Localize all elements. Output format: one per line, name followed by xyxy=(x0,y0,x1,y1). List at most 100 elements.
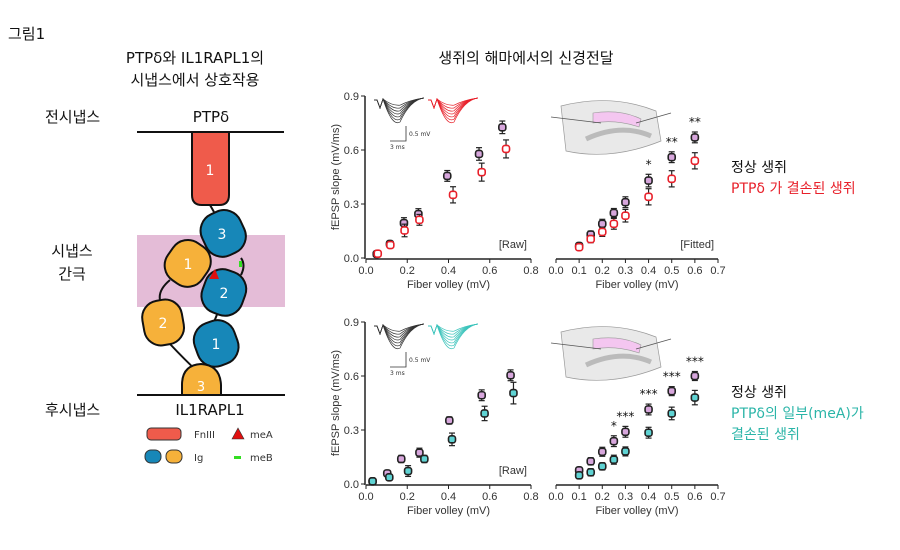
x-tick-label: 0.3 xyxy=(618,265,633,277)
x-tick-label: 0.3 xyxy=(618,491,633,503)
ca1-region xyxy=(592,337,642,354)
x-tick-label: 0.6 xyxy=(687,491,702,503)
x-axis-label: Fiber volley (mV) xyxy=(407,279,490,291)
data-point xyxy=(477,390,487,400)
data-point xyxy=(386,240,395,250)
data-point xyxy=(667,409,677,418)
x-tick-label: 0.2 xyxy=(595,265,610,277)
chart-tag: [Fitted] xyxy=(680,239,714,251)
dentate-gyrus xyxy=(584,127,652,142)
cleft-label-line1: 시냅스 xyxy=(51,242,93,260)
y-tick-label: 0.3 xyxy=(344,199,359,211)
data-point xyxy=(501,144,511,154)
data-point xyxy=(477,167,487,177)
ig-domain-blue-3: 3 xyxy=(199,209,247,258)
data-point xyxy=(385,473,394,482)
significance-stars: *** xyxy=(663,370,681,384)
postsynapse-label: 후시냅스 xyxy=(45,401,100,419)
scale-time-label: 3 ms xyxy=(390,144,405,151)
x-tick-label: 0.5 xyxy=(664,491,679,503)
x-tick-label: 0.4 xyxy=(641,491,656,503)
legend-meA-label: meA xyxy=(250,430,273,441)
svg-text:1: 1 xyxy=(184,257,193,273)
x-tick-label: 0.8 xyxy=(523,491,538,503)
x-tick-label: 0.1 xyxy=(571,265,586,277)
x-tick-label: 0.0 xyxy=(358,491,373,503)
data-point xyxy=(442,171,452,181)
legend-bottom-mut-line2: 결손된 생쥐 xyxy=(731,427,800,443)
x-tick-label: 0.7 xyxy=(710,265,725,277)
x-tick-label: 0.2 xyxy=(400,491,415,503)
data-point xyxy=(420,454,429,464)
scale-bar xyxy=(390,352,407,368)
svg-text:3: 3 xyxy=(197,380,205,395)
svg-text:3: 3 xyxy=(218,227,227,243)
data-point xyxy=(597,447,607,457)
presynapse-protein: PTPδ xyxy=(193,108,229,126)
data-point xyxy=(373,249,383,258)
data-point xyxy=(667,386,677,396)
y-tick-label: 0.6 xyxy=(344,145,359,157)
scale-voltage-label: 0.5 mV xyxy=(409,357,431,364)
stimulating-electrode xyxy=(550,116,602,124)
data-point xyxy=(448,190,458,200)
y-tick-label: 0.0 xyxy=(344,479,359,491)
data-point xyxy=(690,133,700,142)
recording-electrode xyxy=(635,112,672,124)
meA-triangle-icon xyxy=(209,269,219,279)
data-point xyxy=(480,409,489,418)
data-point xyxy=(644,176,653,185)
x-axis-label: Fiber volley (mV) xyxy=(595,505,678,517)
data-point xyxy=(447,435,457,444)
y-tick-label: 0.0 xyxy=(344,253,359,265)
data-point xyxy=(574,471,584,480)
fn3-domain-number: 1 xyxy=(206,163,215,179)
series-1 xyxy=(368,369,515,486)
chart-4: 0.0 0.1 0.2 0.3 0.4 0.5 0.6 0.7 Fiber volley (mV… xyxy=(548,326,726,517)
data-point xyxy=(609,219,619,229)
ig-domain-yellow-3: 3 xyxy=(181,362,222,396)
data-point xyxy=(586,234,596,244)
diagram-title-line2: 시냅스에서 상호작용 xyxy=(131,71,260,89)
x-tick-label: 0.4 xyxy=(441,491,456,503)
legend-bottom-wt: 정상 생쥐 xyxy=(731,385,787,401)
diagram-title-line1: PTPδ와 IL1RAPL1의 xyxy=(126,49,264,67)
y-tick-label: 0.9 xyxy=(344,317,359,329)
data-point xyxy=(690,156,700,166)
data-point xyxy=(399,218,409,228)
data-point xyxy=(586,457,596,466)
data-point xyxy=(667,152,677,162)
y-tick-label: 0.6 xyxy=(344,371,359,383)
series-2 xyxy=(574,389,700,480)
legend-ig-yellow-swatch xyxy=(165,449,183,464)
series-1 xyxy=(372,120,507,259)
mutant-trace xyxy=(428,97,479,124)
data-point xyxy=(396,454,406,464)
legend-fn3-swatch xyxy=(146,427,182,441)
x-tick-label: 0.2 xyxy=(400,265,415,277)
data-point xyxy=(609,455,619,465)
scale-voltage-label: 0.5 mV xyxy=(409,131,431,138)
y-tick-label: 0.9 xyxy=(344,91,359,103)
slice-outline xyxy=(560,100,662,155)
x-tick-label: 0.6 xyxy=(482,265,497,277)
x-tick-label: 0.7 xyxy=(710,491,725,503)
ca1-region xyxy=(592,111,642,128)
legend-ig-label: Ig xyxy=(194,453,203,464)
significance-stars: *** xyxy=(640,387,658,401)
figure-label: 그림1 xyxy=(8,25,45,43)
legend-meB-icon xyxy=(234,456,241,459)
chart-1: 0.0 0.2 0.4 0.6 0.8 Fiber volley (mV) 0.0 0.3 0.… xyxy=(330,91,539,291)
significance-stars: * xyxy=(611,419,617,433)
data-point xyxy=(621,427,630,437)
chart-tag: [Raw] xyxy=(499,239,527,251)
series-1 xyxy=(574,370,700,475)
chart-2: 0.0 0.1 0.2 0.3 0.4 0.5 0.6 0.7 Fiber volley (mV… xyxy=(548,100,726,291)
stimulating-electrode xyxy=(550,342,602,350)
x-tick-label: 0.4 xyxy=(641,265,656,277)
significance-stars: * xyxy=(646,157,652,171)
y-axis-label: fEPSP slope (mV/ms) xyxy=(330,350,342,456)
y-axis-label: fEPSP slope (mV/ms) xyxy=(330,124,342,230)
x-axis-label: Fiber volley (mV) xyxy=(595,279,678,291)
data-point xyxy=(621,211,630,220)
